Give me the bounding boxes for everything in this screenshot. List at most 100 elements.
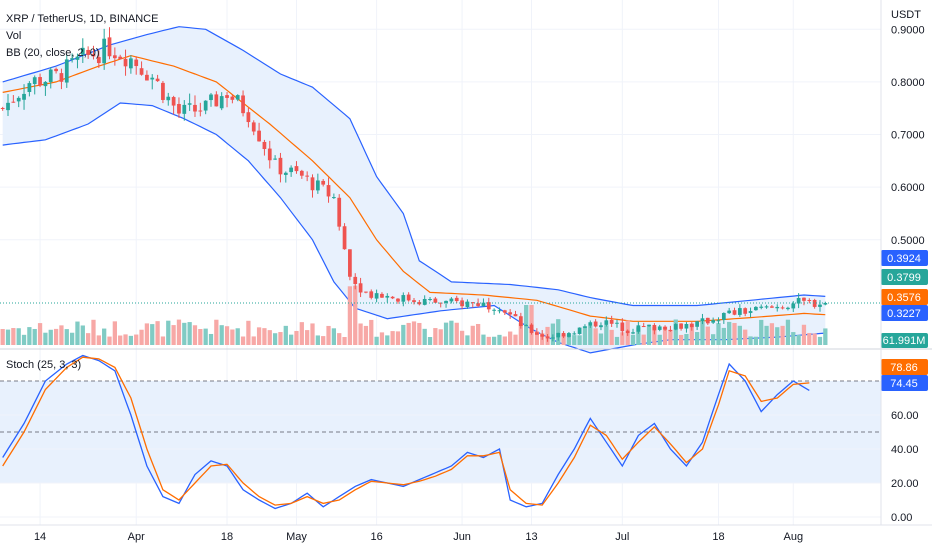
- volume-bar: [705, 326, 710, 345]
- volume-bar: [395, 331, 401, 345]
- volume-bar: [657, 334, 662, 345]
- candle-body: [358, 283, 363, 293]
- candle-body: [743, 308, 748, 314]
- volume-bar: [182, 322, 187, 345]
- volume-bar: [791, 332, 796, 345]
- volume-bar: [561, 334, 566, 345]
- candle-body: [652, 325, 657, 331]
- stoch-d-line: [2, 356, 810, 506]
- candle-body: [657, 326, 662, 330]
- price-tick-label: 0.5000: [891, 235, 925, 247]
- volume-bar: [534, 331, 540, 345]
- candle-body: [315, 180, 320, 191]
- volume-bar: [262, 328, 267, 345]
- time-tick-label: 14: [34, 531, 46, 543]
- volume-bar: [711, 334, 716, 345]
- candle-body: [6, 102, 10, 111]
- candle-body: [481, 302, 486, 307]
- volume-bar: [347, 286, 353, 345]
- candle-body: [444, 300, 448, 303]
- candle-body: [796, 298, 801, 304]
- volume-bar: [422, 328, 427, 345]
- volume-bar: [491, 336, 497, 345]
- candle-body: [823, 302, 828, 305]
- candle-body: [401, 295, 406, 302]
- candle-body: [737, 308, 742, 315]
- volume-bar: [641, 334, 646, 345]
- bb-legend[interactable]: BB (20, close, 2, 0): [6, 47, 100, 59]
- volume-bar: [433, 328, 438, 345]
- candle-body: [118, 56, 123, 60]
- stoch-legend[interactable]: Stoch (25, 3, 3): [6, 359, 81, 371]
- volume-bar: [0, 329, 5, 345]
- volume-bar: [379, 332, 385, 345]
- volume-bar: [417, 322, 422, 345]
- candle-body: [150, 77, 155, 80]
- volume-bar: [518, 323, 523, 345]
- candle-body: [348, 249, 352, 277]
- candle-body: [385, 295, 390, 298]
- volume-bar: [326, 325, 331, 345]
- volume-bar: [513, 334, 518, 345]
- volume-legend[interactable]: Vol: [6, 30, 21, 42]
- candle-body: [321, 180, 326, 185]
- volume-bar: [48, 329, 53, 345]
- time-tick-label: May: [286, 531, 307, 543]
- candle-body: [540, 334, 545, 337]
- candle-body: [791, 303, 796, 309]
- candle-body: [721, 312, 726, 320]
- volume-bar: [251, 336, 256, 345]
- candle-body: [534, 332, 539, 335]
- volume-bar: [240, 336, 246, 345]
- price-tag-label: 0.3799: [887, 272, 921, 284]
- volume-bar: [75, 321, 80, 345]
- volume-bar: [678, 334, 684, 345]
- candle-body: [641, 326, 646, 328]
- price-tag-bg: [881, 305, 928, 321]
- time-tick-label: 16: [370, 531, 382, 543]
- candle-body: [780, 307, 785, 309]
- candle-body: [727, 310, 732, 314]
- candle-body: [246, 112, 251, 123]
- volume-bar: [769, 323, 775, 345]
- candle-body: [278, 157, 283, 175]
- volume-bar: [294, 330, 299, 345]
- volume-bar: [684, 333, 689, 345]
- volume-bar: [588, 325, 593, 345]
- volume-bar: [331, 328, 337, 345]
- volume-bar: [5, 329, 11, 345]
- candle-body: [166, 96, 171, 101]
- volume-bar: [502, 336, 507, 345]
- volume-bar: [256, 327, 262, 345]
- symbol-title[interactable]: XRP / TetherUS, 1D, BINANCE: [6, 13, 158, 25]
- volume-bar: [155, 321, 160, 345]
- candle-body: [310, 177, 315, 191]
- time-tick-label: 18: [712, 531, 724, 543]
- candle-body: [647, 324, 651, 327]
- volume-bar: [363, 325, 369, 345]
- volume-bar: [390, 331, 395, 345]
- candle-body: [518, 316, 523, 327]
- volume-bar: [134, 334, 139, 345]
- candle-body: [679, 323, 683, 329]
- candle-body: [567, 333, 571, 337]
- candle-body: [209, 94, 213, 101]
- candle-body: [545, 336, 550, 339]
- volume-bar: [572, 335, 577, 345]
- candle-body: [422, 298, 427, 305]
- volume-bar: [438, 329, 443, 345]
- volume-bar: [342, 336, 347, 345]
- candle-body: [251, 122, 256, 132]
- candle-body: [529, 324, 534, 333]
- candle-body: [289, 167, 294, 173]
- volume-bar: [652, 327, 657, 345]
- volume-bar: [470, 325, 475, 345]
- volume-bar: [102, 328, 107, 345]
- candle-body: [161, 82, 165, 100]
- volume-bar: [636, 327, 641, 345]
- volume-bar: [780, 325, 785, 345]
- candle-body: [11, 101, 16, 103]
- volume-bar: [112, 321, 117, 345]
